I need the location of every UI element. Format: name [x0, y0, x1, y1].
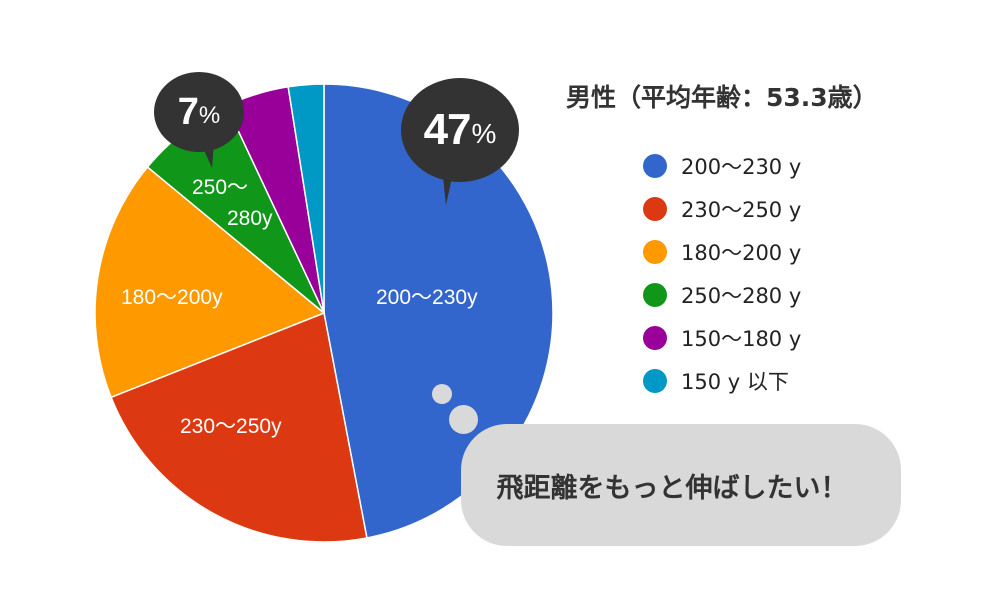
slice-label-230-250: 230〜250y [180, 415, 282, 438]
callout-47-percent: 47% [401, 78, 519, 182]
legend-label: 230〜250 y [681, 197, 802, 222]
callout-7-percent: 7% [154, 72, 244, 152]
legend: 200〜230 y 230〜250 y 180〜200 y 250〜280 y … [643, 144, 801, 402]
callout-value: 47 [423, 105, 472, 154]
speech-text: 飛距離をもっと伸ばしたい！ [496, 472, 848, 504]
pie-slice [287, 83, 325, 314]
legend-label: 180〜200 y [681, 240, 802, 265]
pie-slice [110, 311, 368, 543]
legend-dot-icon [643, 196, 667, 221]
legend-item: 180〜200 y [643, 230, 801, 273]
callout-unit: % [198, 102, 221, 129]
legend-dot-icon [643, 282, 667, 307]
slice-label-250-280-line2: 280y [227, 207, 273, 230]
legend-dot-icon [643, 153, 667, 178]
legend-label: 150 y 以下 [681, 369, 789, 394]
legend-label: 150〜180 y [681, 326, 802, 351]
legend-item: 150 y 以下 [643, 359, 801, 402]
callout-value: 7 [177, 90, 199, 133]
legend-dot-icon [643, 239, 667, 264]
callout-unit: % [471, 118, 497, 149]
pie-slice [94, 165, 326, 399]
chart-title: 男性（平均年齢：53.3歳） [566, 83, 878, 112]
legend-label: 200〜230 y [681, 154, 802, 179]
slice-label-250-280-line1: 250〜 [192, 176, 249, 199]
legend-item: 200〜230 y [643, 144, 801, 187]
thought-dot-small [432, 384, 452, 404]
slice-label-200-230: 200〜230y [376, 286, 478, 309]
speech-bubble: 飛距離をもっと伸ばしたい！ [461, 424, 901, 546]
legend-item: 230〜250 y [643, 187, 801, 230]
legend-dot-icon [643, 368, 667, 393]
legend-label: 250〜280 y [681, 283, 802, 308]
slice-label-180-200: 180〜200y [121, 286, 223, 309]
legend-item: 250〜280 y [643, 273, 801, 316]
thought-dot-large [449, 405, 478, 434]
legend-item: 150〜180 y [643, 316, 801, 359]
legend-dot-icon [643, 325, 667, 350]
